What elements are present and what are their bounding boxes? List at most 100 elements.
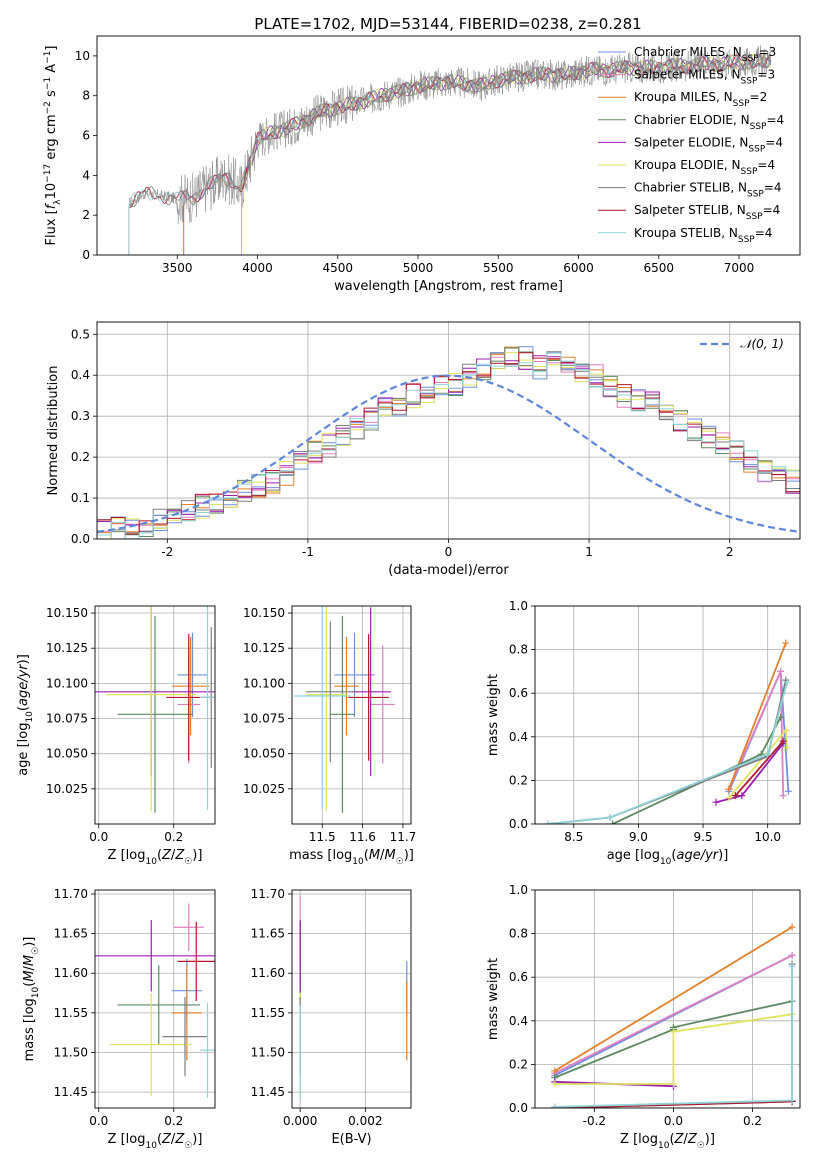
weight-marker-salpeter_stelib — [779, 737, 787, 745]
panel-mass_vs_Z: 0.0 0.2 11.45 11.50 11.55 11.60 11.65 11.70 Z [l… — [22, 887, 216, 1151]
observed-spectrum — [128, 44, 772, 225]
legend-sub: SSP — [747, 190, 764, 200]
label-part: mass weight — [486, 958, 501, 1040]
y-tick-label: 10.150 — [243, 606, 285, 620]
x-tick-label: 10.0 — [754, 830, 781, 844]
legend-sub: SSP — [750, 122, 767, 132]
y-axis-label: age [log10(age/yr)] — [16, 654, 35, 776]
label-part: ( — [157, 1132, 162, 1147]
label-part: / — [380, 848, 385, 863]
label-part: / — [22, 965, 37, 970]
weight-marker-kroupa_stelib — [783, 678, 791, 686]
plot-area — [292, 606, 411, 824]
legend-entry: Chabrier ELODIE, NSSP=4 — [634, 113, 784, 132]
weight-line-salpeter_miles — [554, 954, 793, 1074]
y-tick-label: 11.60 — [54, 966, 88, 980]
label-part: −1 — [43, 77, 53, 90]
legend-text: Salpeter ELODIE, N — [634, 135, 748, 149]
x-tick-label: 0.2 — [164, 1114, 183, 1128]
panel-massweight_vs_Z: -0.2 0.0 0.20.00.20.40.60.81.0Z [log10(Z/Z… — [486, 883, 801, 1151]
label-part: ( — [364, 848, 369, 863]
y-tick-label: 0.2 — [509, 1057, 528, 1071]
weight-marker-kroupa_stelib — [788, 962, 796, 970]
x-tick-label: 0.2 — [164, 830, 183, 844]
weight-marker-kroupa_stelib — [788, 1096, 796, 1104]
x-tick-label: 2 — [726, 545, 734, 559]
y-tick-label: 10.125 — [46, 641, 88, 655]
label-part: )] — [16, 654, 31, 664]
x-tick-label: 0.2 — [743, 1114, 762, 1128]
label-part: ( — [669, 1132, 674, 1147]
label-part: ☉ — [184, 1141, 192, 1151]
weight-marker-chabrier_elodie — [609, 820, 617, 824]
legend-tail: =4 — [764, 181, 782, 195]
label-part: 10 — [660, 857, 672, 867]
model-spectrum-salpeter_stelib — [128, 54, 772, 255]
label-part: Z — [174, 848, 185, 863]
legend-text: Salpeter STELIB, N — [634, 203, 746, 217]
label-part: Z [log — [620, 1132, 658, 1147]
label-part: Z — [674, 1132, 685, 1147]
legend-entry: Chabrier MILES, NSSP=3 — [634, 45, 776, 64]
x-tick-label: 4000 — [242, 261, 273, 275]
plot-area — [535, 890, 800, 1108]
y-tick-label: 0.2 — [509, 773, 528, 787]
x-tick-label: 11.5 — [309, 830, 336, 844]
legend-text: Chabrier MILES, N — [634, 45, 742, 59]
weight-marker-kroupa_miles — [551, 1067, 559, 1075]
panel-massweight_vs_age: 8.5 9.0 9.5 10.0 0.0 0.2 0.4 0.6 0.8 1.0 age [log1… — [486, 599, 801, 867]
weight-marker-kroupa_stelib — [544, 820, 552, 824]
legend-text: Kroupa STELIB, N — [634, 226, 738, 240]
x-tick-label: -1 — [302, 545, 314, 559]
panel-mass_vs_ebv: 0.000 0.002 11.45 11.50 11.55 11.60 11.65 11.70… — [251, 887, 412, 1147]
label-part: ( — [157, 848, 162, 863]
label-part: mass [log — [289, 848, 352, 863]
x-tick-label: 0.000 — [283, 1114, 317, 1128]
y-tick-label: 0.2 — [71, 450, 90, 464]
legend-tail: =4 — [755, 226, 773, 240]
model-spectrum-chabrier_elodie — [241, 53, 771, 255]
weight-marker-kroupa_stelib — [764, 750, 772, 758]
y-tick-label: 0.8 — [509, 927, 528, 941]
y-tick-label: 11.50 — [54, 1046, 88, 1060]
panel-residual_hist: -2 -1 0 1 2 0.0 0.1 0.2 0.3 0.4 0.5 (data-model)/er… — [46, 321, 801, 578]
y-tick-label: 10.025 — [243, 782, 285, 796]
y-tick-label: 0.4 — [509, 730, 528, 744]
legend-entry: Salpeter MILES, NSSP=3 — [634, 68, 775, 87]
weight-marker-salpeter_miles — [788, 951, 796, 959]
label-part: ( — [22, 982, 37, 987]
legend-text: Chabrier ELODIE, N — [634, 113, 750, 127]
y-axis-label: mass weight — [486, 958, 501, 1040]
label-part: −17 — [43, 164, 53, 183]
y-tick-label: 11.70 — [54, 887, 88, 901]
y-tick-label: 11.70 — [251, 887, 285, 901]
plot-area — [97, 322, 800, 539]
label-part: ☉ — [697, 1141, 705, 1151]
legend-text: Chabrier STELIB, N — [634, 181, 747, 195]
y-tick-label: 11.55 — [251, 1006, 285, 1020]
x-tick-label: 4500 — [322, 261, 353, 275]
x-tick-label: 9.0 — [629, 830, 648, 844]
label-part: / — [171, 848, 176, 863]
label-part: M — [384, 848, 395, 863]
y-tick-label: 0.4 — [509, 1014, 528, 1028]
y-tick-label: 0.8 — [509, 643, 528, 657]
x-axis-label: Z [log10(Z/Z☉)] — [620, 1132, 715, 1151]
axes-frame — [291, 605, 412, 825]
x-axis-label: Z [log10(Z/Z☉)] — [108, 1132, 203, 1151]
legend-sub: SSP — [746, 212, 763, 222]
label-part: 10 — [44, 183, 59, 200]
y-axis-label: mass [log10(M/M☉)] — [22, 937, 41, 1062]
weight-marker-salpeter_elodie — [738, 792, 746, 800]
y-tick-label: 10 — [75, 49, 90, 63]
histogram-kroupa_stelib — [97, 352, 800, 539]
label-part: age [log — [607, 848, 660, 863]
x-tick-label: 0.002 — [348, 1114, 382, 1128]
legend-entry: Salpeter STELIB, NSSP=4 — [634, 203, 780, 222]
plot-area — [128, 44, 772, 255]
x-axis-label: E(B-V) — [331, 1132, 371, 1147]
label-part: s — [44, 90, 59, 101]
weight-marker-chabrier_miles — [784, 787, 792, 795]
legend-text: Kroupa MILES, N — [634, 90, 733, 104]
x-tick-label: 0.0 — [89, 1114, 108, 1128]
